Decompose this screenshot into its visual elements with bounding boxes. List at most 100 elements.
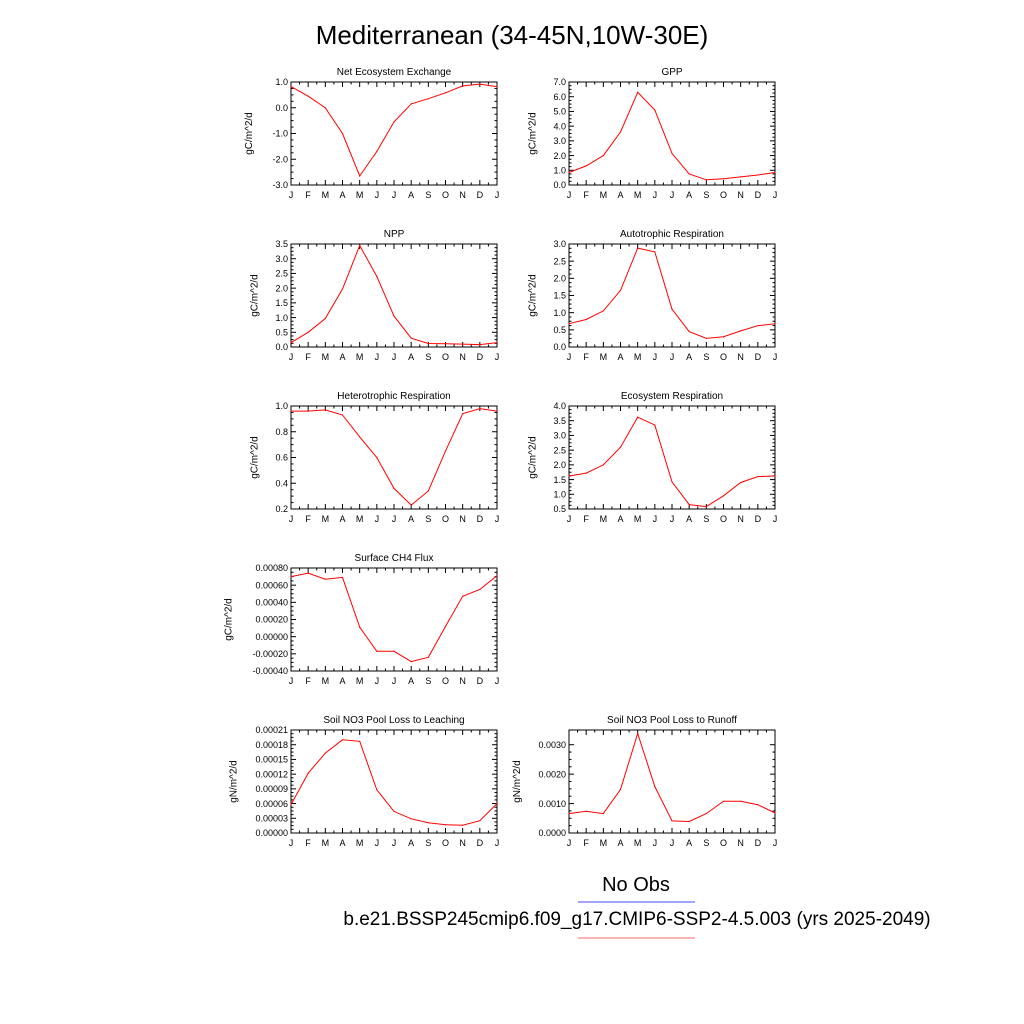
y-tick-label: 0.0 <box>275 103 288 113</box>
x-tick-label: J <box>375 352 380 362</box>
x-tick-label: O <box>720 838 727 848</box>
y-tick-label: 0.00020 <box>255 615 288 625</box>
series-line <box>290 739 498 826</box>
panel-title: Heterotrophic Respiration <box>337 391 450 402</box>
y-tick-label: 2.0 <box>553 151 566 161</box>
x-tick-label: N <box>459 352 466 362</box>
x-tick-label: M <box>356 514 364 524</box>
data-point <box>722 800 725 802</box>
series-line <box>568 416 776 508</box>
y-tick-label: 0.00021 <box>255 725 288 735</box>
y-tick-label: 0.8 <box>275 427 288 437</box>
data-point <box>705 337 707 340</box>
data-point <box>671 820 673 822</box>
data-point <box>324 409 326 411</box>
x-tick-label: A <box>339 838 345 848</box>
x-tick-label: D <box>755 514 762 524</box>
x-tick-label: A <box>408 676 414 686</box>
y-tick-label: 0.0030 <box>538 740 566 750</box>
data-point <box>324 578 326 580</box>
data-point <box>671 481 673 483</box>
y-tick-label: 3.0 <box>553 431 566 441</box>
y-tick-label: 0.00018 <box>255 740 288 750</box>
legend-case-label: b.e21.BSSP245cmip6.f09_g17.CMIP6-SSP2-4.… <box>343 909 930 930</box>
y-tick-label: 0.00000 <box>255 632 288 642</box>
panel-title: Net Ecosystem Exchange <box>337 67 452 78</box>
data-point <box>290 410 292 412</box>
panel-title: NPP <box>384 229 405 240</box>
x-tick-label: O <box>442 352 449 362</box>
y-tick-label: 4.0 <box>553 401 566 411</box>
y-tick-label: 6.0 <box>553 92 566 102</box>
x-tick-label: M <box>322 838 330 848</box>
data-point <box>774 323 776 325</box>
plot-frame <box>290 405 498 510</box>
data-point <box>774 812 776 814</box>
data-point <box>496 575 498 577</box>
x-tick-label: J <box>375 190 380 200</box>
x-tick-label: A <box>408 838 414 848</box>
data-point <box>637 732 639 735</box>
x-tick-label: M <box>634 352 642 362</box>
data-point <box>479 588 481 591</box>
y-tick-label: 0.6 <box>275 453 288 463</box>
x-tick-label: M <box>322 190 330 200</box>
x-tick-label: N <box>737 352 744 362</box>
x-tick-label: J <box>653 838 658 848</box>
x-tick-label: F <box>583 190 589 200</box>
data-point <box>462 343 464 345</box>
data-point <box>654 785 656 788</box>
x-tick-label: S <box>703 352 709 362</box>
data-point <box>740 481 742 484</box>
y-tick-label: 2.0 <box>275 283 288 293</box>
y-tick-label: 0.0010 <box>538 799 566 809</box>
x-tick-label: J <box>392 190 397 200</box>
data-point <box>774 475 776 477</box>
data-point <box>444 450 447 452</box>
x-tick-label: J <box>773 838 778 848</box>
data-point <box>376 456 378 459</box>
data-point <box>688 503 690 506</box>
x-tick-label: A <box>339 514 345 524</box>
y-tick-label: 1.5 <box>275 298 288 308</box>
data-point <box>740 330 742 332</box>
x-tick-label: J <box>375 838 380 848</box>
data-point <box>307 772 309 774</box>
y-tick-label: 0.00003 <box>255 813 288 823</box>
y-tick-label: 0.00015 <box>255 755 288 765</box>
data-point <box>722 495 725 497</box>
x-tick-label: J <box>653 352 658 362</box>
data-point <box>602 464 604 466</box>
data-point <box>307 95 309 97</box>
data-point <box>462 824 464 826</box>
data-point <box>705 812 707 815</box>
y-axis-label: gC/m^2/d <box>244 112 255 155</box>
data-point <box>427 656 429 658</box>
x-tick-label: M <box>356 352 364 362</box>
data-point <box>496 410 498 412</box>
legend-obs-label: No Obs <box>602 874 670 896</box>
data-point <box>290 575 292 578</box>
x-tick-label: O <box>442 514 449 524</box>
x-tick-label: A <box>339 190 345 200</box>
data-point <box>757 476 759 478</box>
x-tick-label: M <box>634 514 642 524</box>
y-tick-label: 0.5 <box>553 325 566 335</box>
x-tick-label: J <box>567 514 572 524</box>
data-point <box>444 343 447 345</box>
data-point <box>757 804 759 806</box>
x-tick-label: A <box>686 190 692 200</box>
x-tick-label: D <box>755 352 762 362</box>
y-tick-label: 1.0 <box>275 401 288 411</box>
y-tick-label: -2.0 <box>272 154 288 164</box>
data-point <box>568 475 570 477</box>
data-point <box>496 802 498 805</box>
x-tick-label: F <box>583 352 589 362</box>
plot-frame <box>568 729 776 834</box>
panel-title: Soil NO3 Pool Loss to Leaching <box>323 715 464 726</box>
x-tick-label: O <box>442 190 449 200</box>
data-point <box>774 171 776 174</box>
